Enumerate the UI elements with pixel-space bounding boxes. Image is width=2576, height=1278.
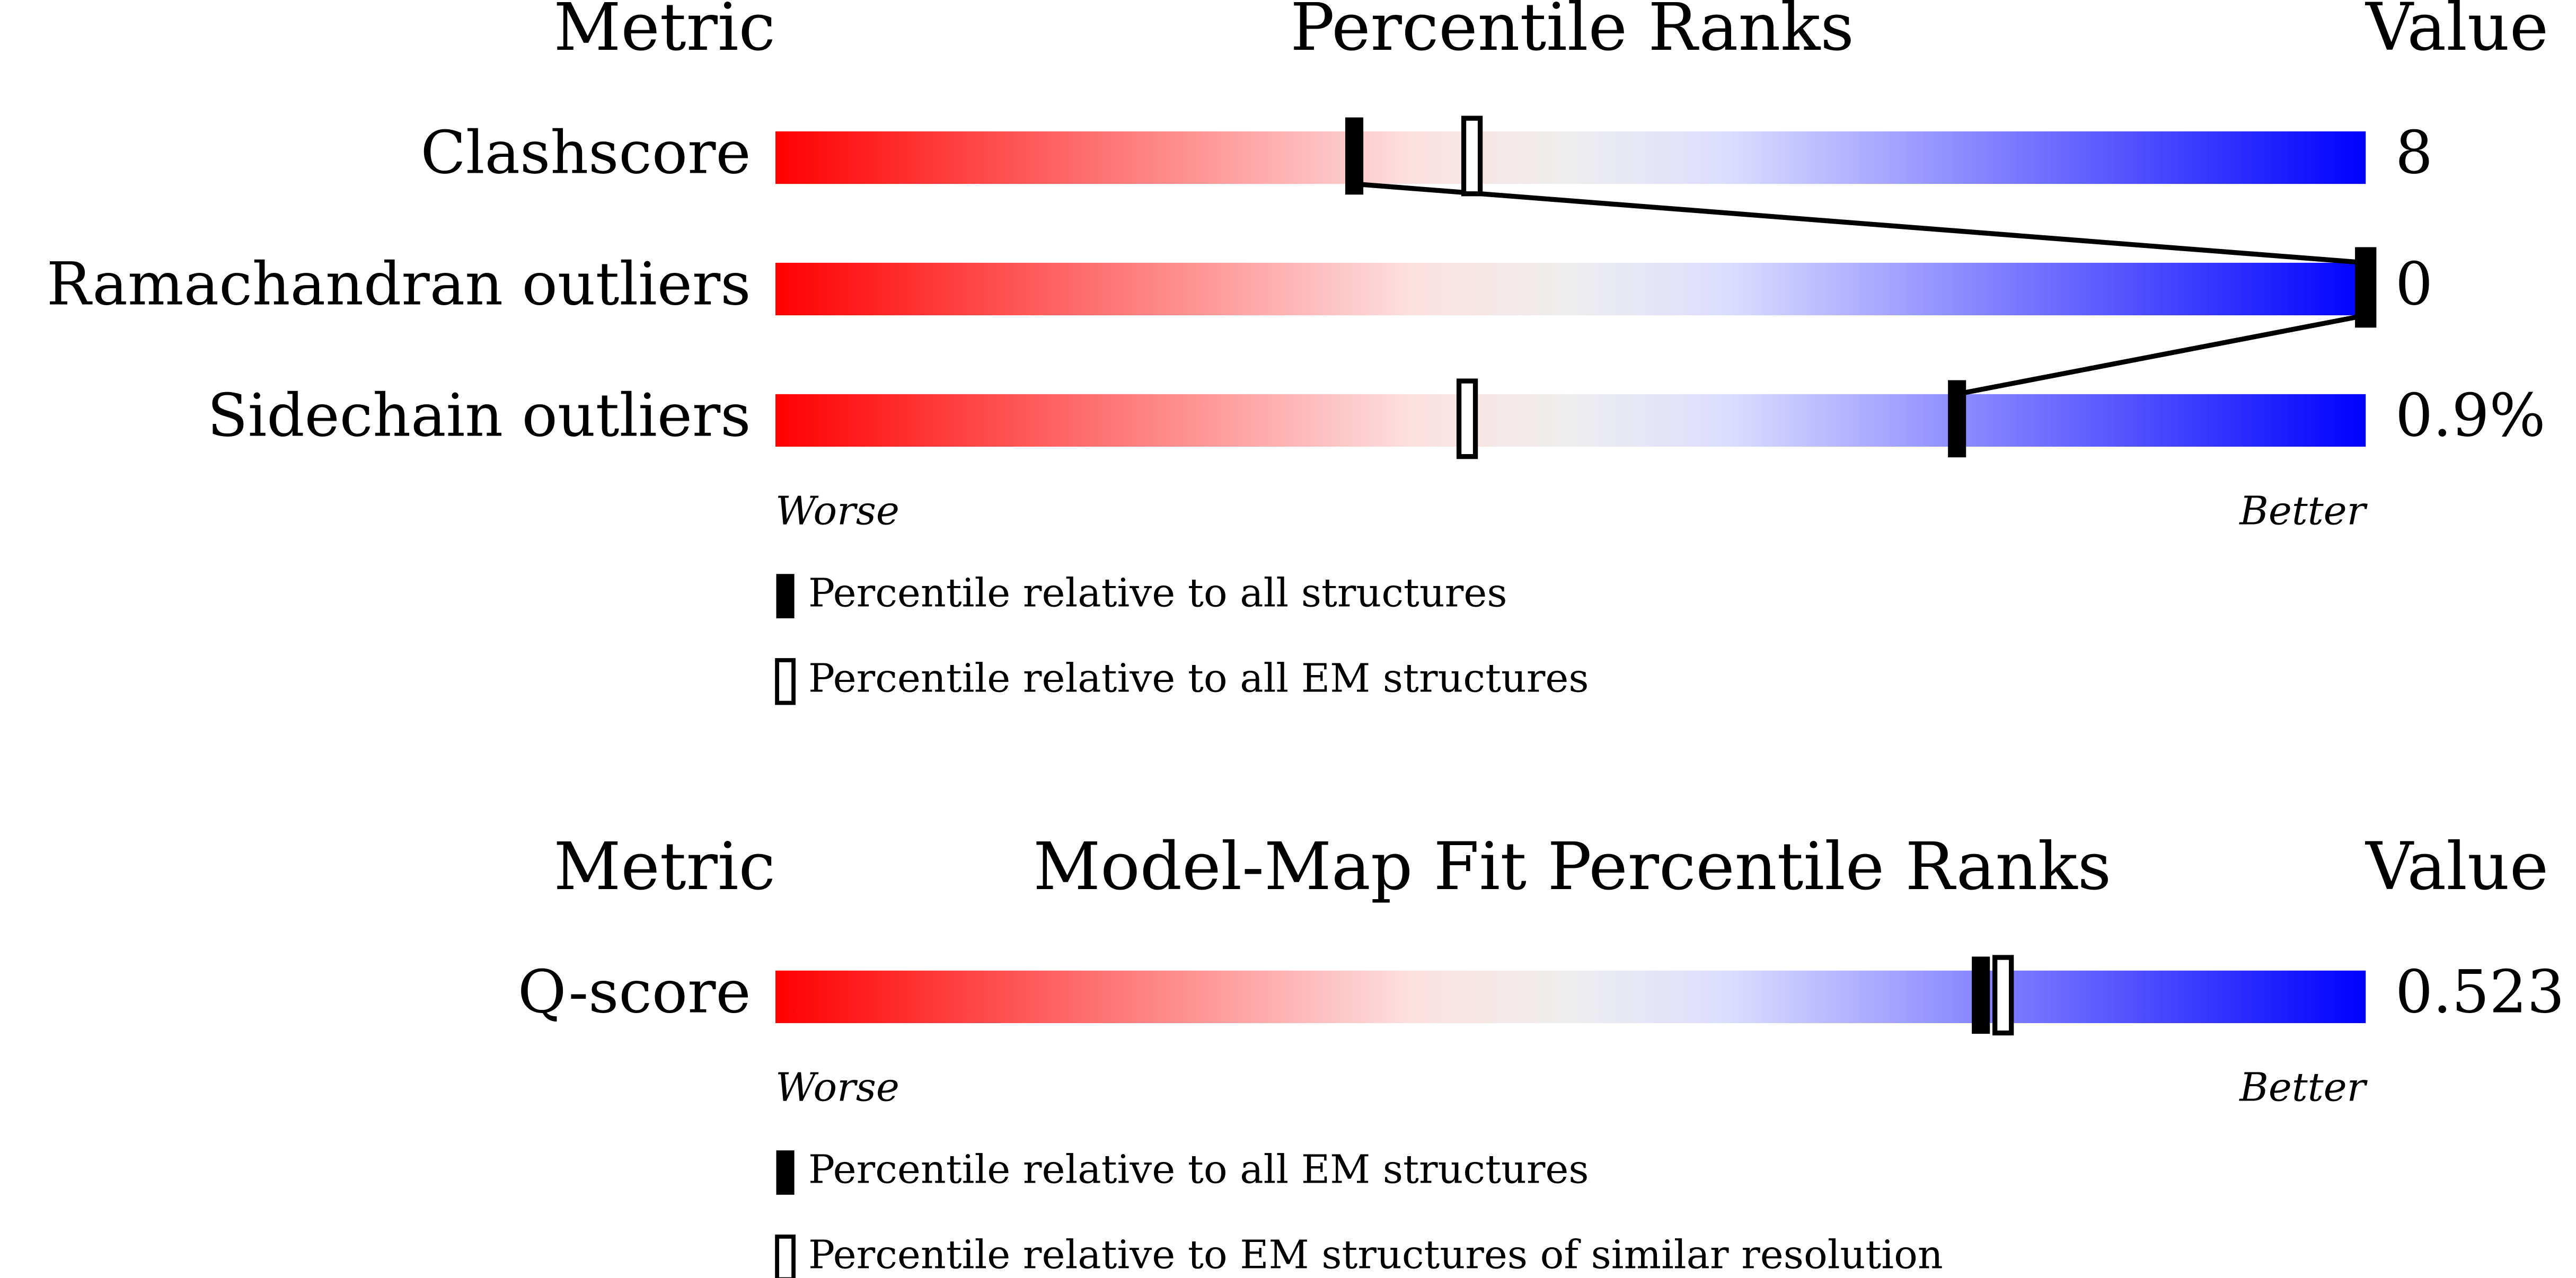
marker-open — [1456, 378, 1478, 459]
metric-value: 8 — [2395, 119, 2433, 188]
slider-bar — [775, 394, 2366, 447]
slider-bar — [775, 262, 2366, 316]
metric-label: Q-score — [518, 957, 751, 1026]
worse-label: Worse — [775, 488, 899, 534]
metric-header: Metric — [553, 829, 775, 905]
marker-filled — [1948, 380, 1966, 458]
marker-open — [1461, 116, 1483, 197]
better-label: Better — [2238, 488, 2368, 534]
legend-label: Percentile relative to all EM structures — [808, 655, 1589, 702]
legend-label: Percentile relative to EM structures of … — [808, 1232, 1943, 1278]
metric-label: Sidechain outliers — [207, 381, 751, 450]
chart-title: Percentile Ranks — [1290, 0, 1854, 66]
legend-swatch — [776, 1150, 795, 1195]
marker-open — [1992, 955, 2014, 1036]
legend-label: Percentile relative to all structures — [808, 570, 1507, 616]
metric-value: 0.9% — [2395, 381, 2545, 450]
metric-header: Metric — [553, 0, 775, 66]
marker-filled — [1345, 117, 1364, 195]
legend-label: Percentile relative to all EM structures — [808, 1146, 1589, 1192]
slider-bar — [775, 131, 2366, 184]
legend-swatch — [775, 658, 796, 705]
metric-label: Clashscore — [420, 119, 751, 188]
legend-swatch — [775, 1235, 796, 1278]
metric-label: Ramachandran outliers — [47, 250, 751, 319]
marker-filled — [1972, 956, 1990, 1034]
metric-value: 0.523 — [2395, 957, 2564, 1026]
value-header: Value — [2365, 0, 2548, 66]
legend-swatch — [776, 574, 795, 618]
chart-title: Model-Map Fit Percentile Ranks — [1033, 829, 2111, 905]
slider-bar — [775, 970, 2366, 1023]
marker-filled — [2357, 248, 2375, 326]
value-header: Value — [2365, 829, 2548, 905]
worse-label: Worse — [775, 1064, 899, 1110]
better-label: Better — [2238, 1064, 2368, 1110]
metric-value: 0 — [2395, 250, 2433, 319]
